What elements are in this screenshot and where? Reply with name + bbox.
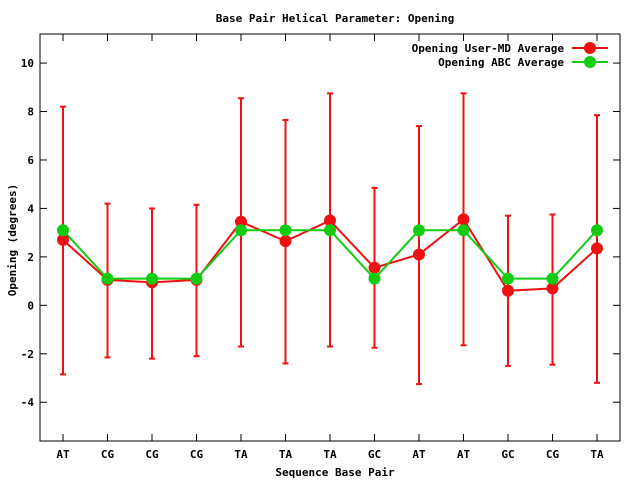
y-tick-label: 4 — [27, 202, 34, 215]
series-1-point — [413, 248, 425, 261]
series-2-point — [279, 224, 292, 237]
series-2-point — [368, 272, 381, 285]
y-tick-label: 10 — [21, 57, 34, 70]
series-2-point — [190, 272, 203, 285]
x-tick-label: CG — [101, 448, 115, 461]
legend-marker-2 — [584, 56, 596, 68]
x-tick-label: GC — [501, 448, 514, 461]
legend-label-1: Opening User-MD Average — [412, 42, 565, 55]
x-tick-label: AT — [457, 448, 471, 461]
y-tick-label: 2 — [27, 251, 34, 264]
series-1-point — [368, 261, 381, 274]
y-tick-label: 8 — [27, 106, 34, 119]
legend-label-2: Opening ABC Average — [438, 56, 564, 69]
series-1-point — [502, 284, 514, 297]
x-tick-label: TA — [590, 448, 604, 461]
series-1-point — [457, 213, 470, 226]
series-2-point — [591, 224, 603, 237]
chart-title: Base Pair Helical Parameter: Opening — [216, 12, 454, 25]
series-2-point — [101, 272, 114, 285]
x-tick-label: TA — [234, 448, 248, 461]
axes-group: -4 -2 0 2 4 6 8 10 AT CG CG CG TA TA TA GC AT AT GC CG TA — [21, 33, 621, 461]
x-axis-label: Sequence Base Pair — [275, 466, 395, 479]
x-tick-label: AT — [56, 448, 70, 461]
y-tick-label: -2 — [21, 348, 34, 361]
y-tick-label: -4 — [21, 396, 35, 409]
series-2-point — [546, 272, 559, 285]
y-axis-label: Opening (degrees) — [6, 184, 19, 297]
legend-marker-1 — [584, 42, 596, 54]
x-tick-label: CG — [145, 448, 159, 461]
x-tick-label: TA — [323, 448, 337, 461]
y-tick-label: 6 — [27, 154, 34, 167]
series-2-point — [146, 272, 158, 285]
error-bars-group — [60, 92, 600, 386]
series-2-point — [413, 224, 425, 237]
series-1-point — [591, 242, 603, 255]
x-tick-label: CG — [546, 448, 560, 461]
y-tick-label: 0 — [27, 299, 34, 312]
series-2-point — [57, 224, 69, 237]
series-2-point — [502, 272, 514, 285]
series-2-point — [457, 224, 470, 237]
x-tick-label: CG — [190, 448, 204, 461]
series-1-point — [279, 235, 292, 248]
series-2-point — [235, 224, 247, 237]
series-group — [57, 213, 603, 297]
x-tick-label: TA — [279, 448, 293, 461]
x-tick-label: GC — [368, 448, 381, 461]
x-tick-label: AT — [412, 448, 426, 461]
series-2-point — [324, 224, 336, 237]
